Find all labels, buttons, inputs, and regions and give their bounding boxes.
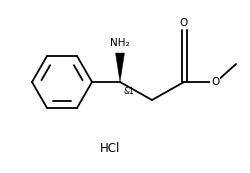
Polygon shape bbox=[116, 53, 124, 82]
Text: NH₂: NH₂ bbox=[110, 38, 130, 48]
Text: HCl: HCl bbox=[100, 142, 120, 154]
Text: O: O bbox=[211, 77, 219, 87]
Text: &1: &1 bbox=[123, 87, 134, 96]
Text: O: O bbox=[180, 18, 188, 28]
